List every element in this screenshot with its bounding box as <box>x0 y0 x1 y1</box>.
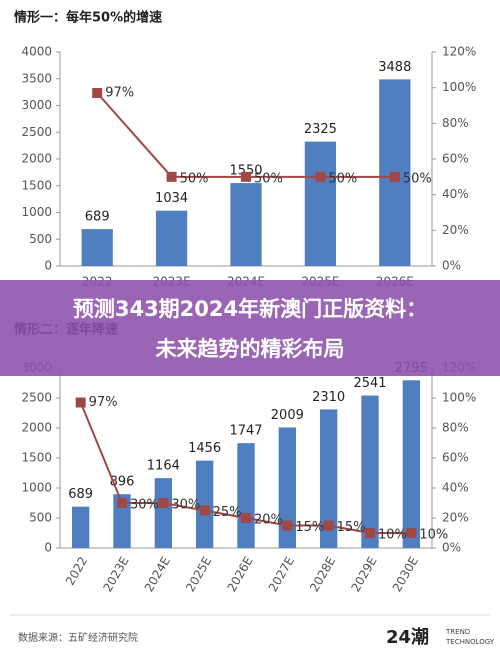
y2-tick-label: 60% <box>442 152 469 166</box>
y-tick-label: 3000 <box>21 98 52 112</box>
y2-tick-label: 40% <box>442 481 469 495</box>
y-tick-label: 4000 <box>21 45 52 59</box>
y-tick-label: 0 <box>44 541 52 555</box>
line-value-label: 50% <box>254 171 283 186</box>
line-marker <box>282 520 293 531</box>
bar-value-label: 1550 <box>229 164 262 179</box>
line-marker <box>389 171 400 182</box>
line-value-label: 10% <box>378 528 407 543</box>
y-tick-label: 1000 <box>21 205 52 219</box>
bar-value-label: 2325 <box>304 122 337 137</box>
y2-tick-label: 20% <box>442 223 469 237</box>
line-marker <box>323 520 334 531</box>
bar-value-label: 689 <box>68 487 93 502</box>
bar-value-label: 3488 <box>378 60 411 75</box>
line-marker <box>117 498 127 508</box>
line-marker <box>315 171 326 182</box>
y-tick-label: 1500 <box>21 451 52 465</box>
line-marker <box>166 171 177 182</box>
bar <box>154 478 173 548</box>
bar-value-label: 2310 <box>312 390 345 405</box>
bar-value-label: 1034 <box>155 191 188 206</box>
line-value-label: 15% <box>295 520 324 535</box>
y-tick-label: 3500 <box>21 71 52 85</box>
bar-value-label: 1747 <box>229 424 262 439</box>
bar <box>237 443 255 548</box>
y2-tick-label: 20% <box>442 511 469 525</box>
bar-value-label: 1164 <box>147 459 180 474</box>
line-value-label: 50% <box>328 171 357 186</box>
bar <box>304 141 337 266</box>
y-tick-label: 2000 <box>21 421 52 435</box>
y-tick-label: 500 <box>29 232 52 246</box>
y2-tick-label: 100% <box>442 80 476 94</box>
line-value-label: 97% <box>89 395 118 410</box>
line-value-label: 20% <box>254 513 283 528</box>
y-tick-label: 1000 <box>21 481 52 495</box>
banner-bg <box>0 280 500 376</box>
bar <box>230 183 262 266</box>
line-marker <box>158 498 169 508</box>
line-marker <box>199 505 210 516</box>
line-marker <box>92 88 103 99</box>
y2-tick-label: 120% <box>442 45 476 59</box>
bar <box>81 229 113 266</box>
y-tick-label: 2500 <box>21 125 52 139</box>
footer-logo-sub: TREND <box>445 628 470 636</box>
line-value-label: 25% <box>213 505 242 520</box>
line-marker <box>406 528 417 538</box>
bar <box>71 506 90 548</box>
y-tick-label: 2500 <box>21 391 52 405</box>
y2-tick-label: 100% <box>442 391 476 405</box>
y-tick-label: 500 <box>29 511 52 525</box>
banner-line: 预测343期2024年新澳门正版资料： <box>73 297 427 321</box>
chart-title: 情形一：每年50%的增速 <box>14 10 162 26</box>
line-value-label: 10% <box>419 528 448 543</box>
y2-tick-label: 80% <box>442 116 469 130</box>
footer-source: 数据来源：五矿经济研究院 <box>18 631 138 644</box>
line-value-label: 97% <box>105 86 134 101</box>
bar <box>402 380 421 548</box>
bar <box>319 409 338 548</box>
y2-tick-label: 40% <box>442 187 469 201</box>
line-value-label: 30% <box>130 498 159 513</box>
line-marker <box>241 513 251 523</box>
line-value-label: 15% <box>337 520 366 535</box>
bar-value-label: 2541 <box>353 376 386 391</box>
footer-logo-sub: TECHNOLOGY <box>445 638 495 646</box>
y2-tick-label: 0% <box>442 541 461 555</box>
bar-value-label: 689 <box>85 210 110 225</box>
y-tick-label: 1500 <box>21 178 52 192</box>
bar-value-label: 1456 <box>188 441 221 456</box>
line-marker <box>365 528 375 538</box>
footer-logo: 24潮 <box>386 627 429 648</box>
y-tick-label: 0 <box>44 259 52 273</box>
line-marker <box>75 397 86 408</box>
line-value-label: 30% <box>171 498 200 513</box>
bar-value-label: 2009 <box>271 408 304 423</box>
bar <box>278 427 297 548</box>
bar <box>195 460 214 548</box>
bar <box>155 210 188 266</box>
line-value-label: 50% <box>403 171 432 186</box>
y-tick-label: 2000 <box>21 152 52 166</box>
bar <box>361 395 379 548</box>
y2-tick-label: 0% <box>442 259 461 273</box>
y2-tick-label: 60% <box>442 451 469 465</box>
banner-line: 未来趋势的精彩布局 <box>156 337 345 361</box>
line-marker <box>241 171 251 182</box>
line-value-label: 50% <box>180 171 209 186</box>
y2-tick-label: 80% <box>442 421 469 435</box>
